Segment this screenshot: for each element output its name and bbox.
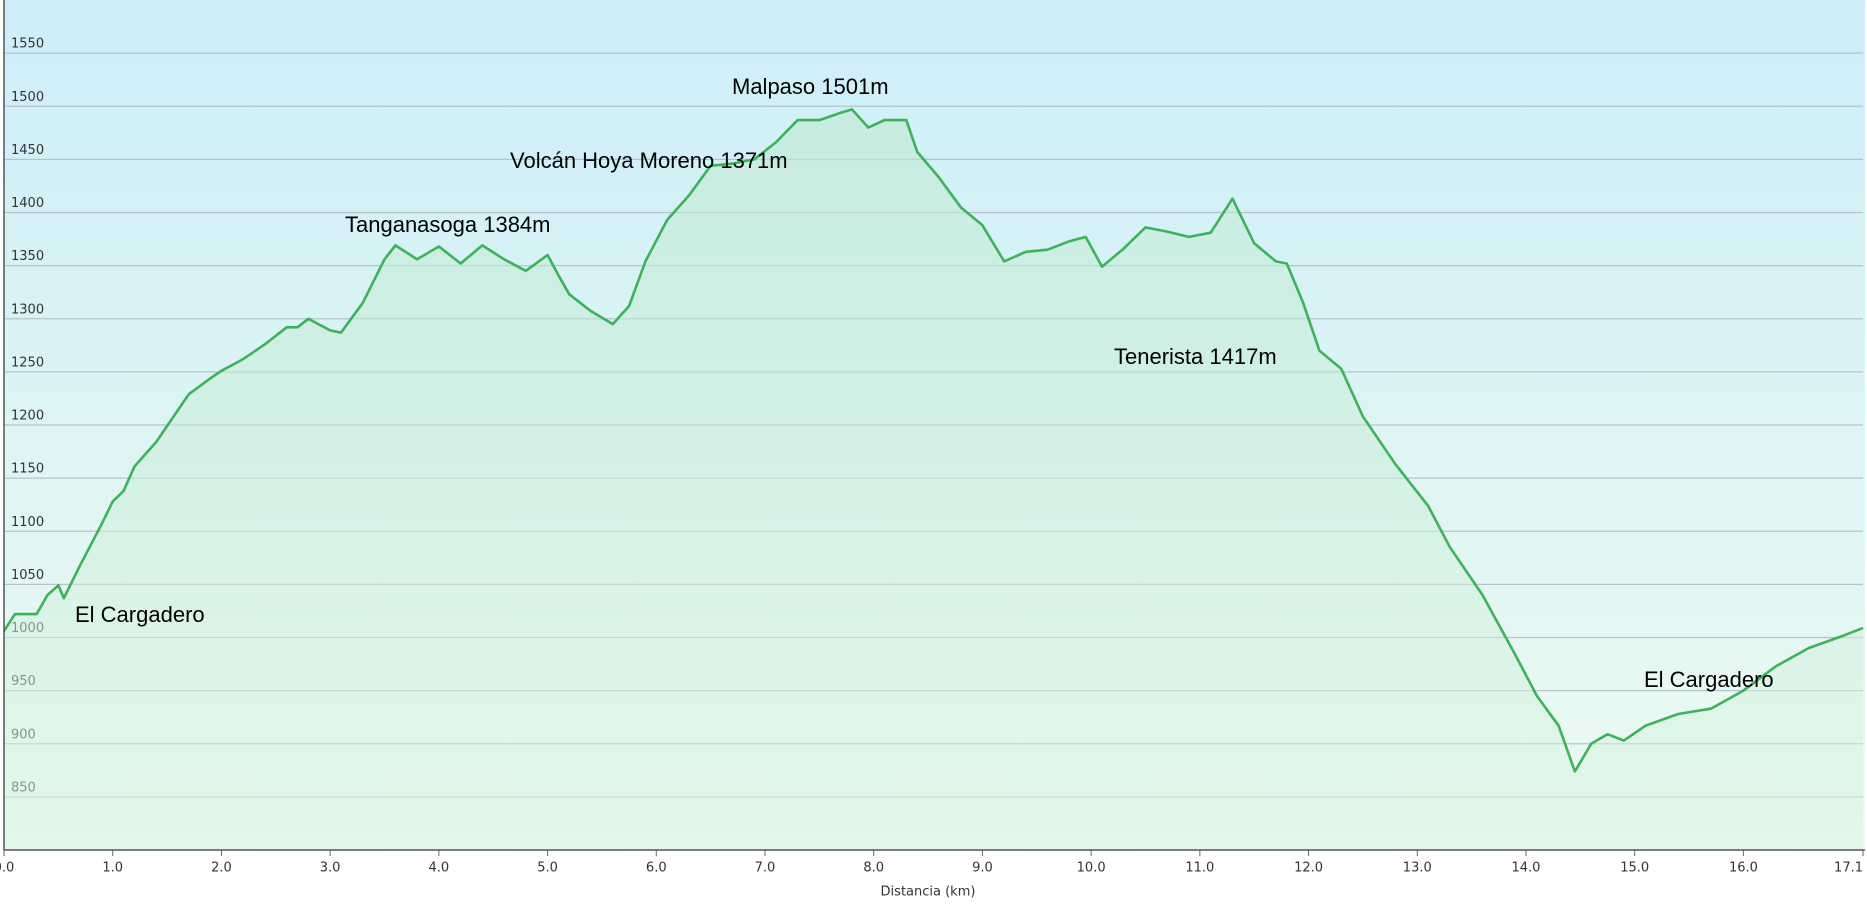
peak-annotation: Malpaso 1501m [732, 74, 889, 99]
y-tick-label: 1100 [11, 515, 44, 530]
x-tick-label: 5.0 [537, 861, 558, 876]
y-tick-label: 1300 [11, 302, 44, 317]
x-tick-label: 12.0 [1294, 861, 1323, 876]
x-tick-label: 4.0 [429, 861, 450, 876]
x-tick-label: 6.0 [646, 861, 667, 876]
y-tick-label: 1250 [11, 355, 44, 370]
peak-annotation: Volcán Hoya Moreno 1371m [510, 148, 788, 173]
x-tick-label: 10.0 [1077, 861, 1106, 876]
y-tick-label: 1350 [11, 249, 44, 264]
elevation-line [2, 108, 1864, 773]
x-tick-label: 3.0 [320, 861, 341, 876]
x-tick-label: 2.0 [211, 861, 232, 876]
x-tick-label: 14.0 [1512, 861, 1541, 876]
y-tick-label: 1200 [11, 409, 44, 424]
y-tick-label: 1450 [11, 143, 44, 158]
peak-annotation: El Cargadero [75, 602, 205, 627]
x-tick-label: 9.0 [972, 861, 993, 876]
x-tick-label: 1.0 [102, 861, 123, 876]
peak-annotation: El Cargadero [1644, 667, 1774, 692]
x-tick-label: 8.0 [863, 861, 884, 876]
x-tick-label: 7.0 [755, 861, 776, 876]
y-tick-label: 1050 [11, 568, 44, 583]
x-tick-label: 15.0 [1620, 861, 1649, 876]
peak-annotation: Tenerista 1417m [1114, 344, 1277, 369]
y-tick-label: 1500 [11, 90, 44, 105]
x-axis-title: Distancia (km) [881, 885, 976, 900]
x-tick-label: 17.1 [1834, 861, 1863, 876]
y-tick-label: 1550 [11, 37, 44, 52]
x-tick-label: 16.0 [1729, 861, 1758, 876]
x-tick-label: 13.0 [1403, 861, 1432, 876]
elevation-area [4, 109, 1863, 850]
y-tick-label: 1400 [11, 196, 44, 211]
y-tick-label: 1150 [11, 462, 44, 477]
x-tick-label: 11.0 [1185, 861, 1214, 876]
peak-annotation: Tanganasoga 1384m [345, 212, 551, 237]
x-tick-label: 0.0 [0, 861, 14, 876]
